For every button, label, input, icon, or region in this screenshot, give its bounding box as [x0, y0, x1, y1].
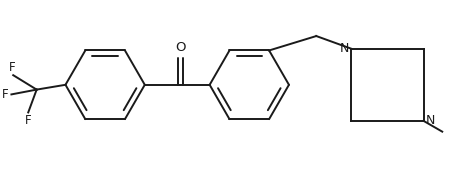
Text: F: F [25, 114, 31, 127]
Text: N: N [340, 42, 350, 55]
Text: F: F [2, 88, 8, 101]
Text: N: N [426, 114, 435, 127]
Text: O: O [175, 41, 185, 54]
Text: F: F [9, 61, 15, 74]
